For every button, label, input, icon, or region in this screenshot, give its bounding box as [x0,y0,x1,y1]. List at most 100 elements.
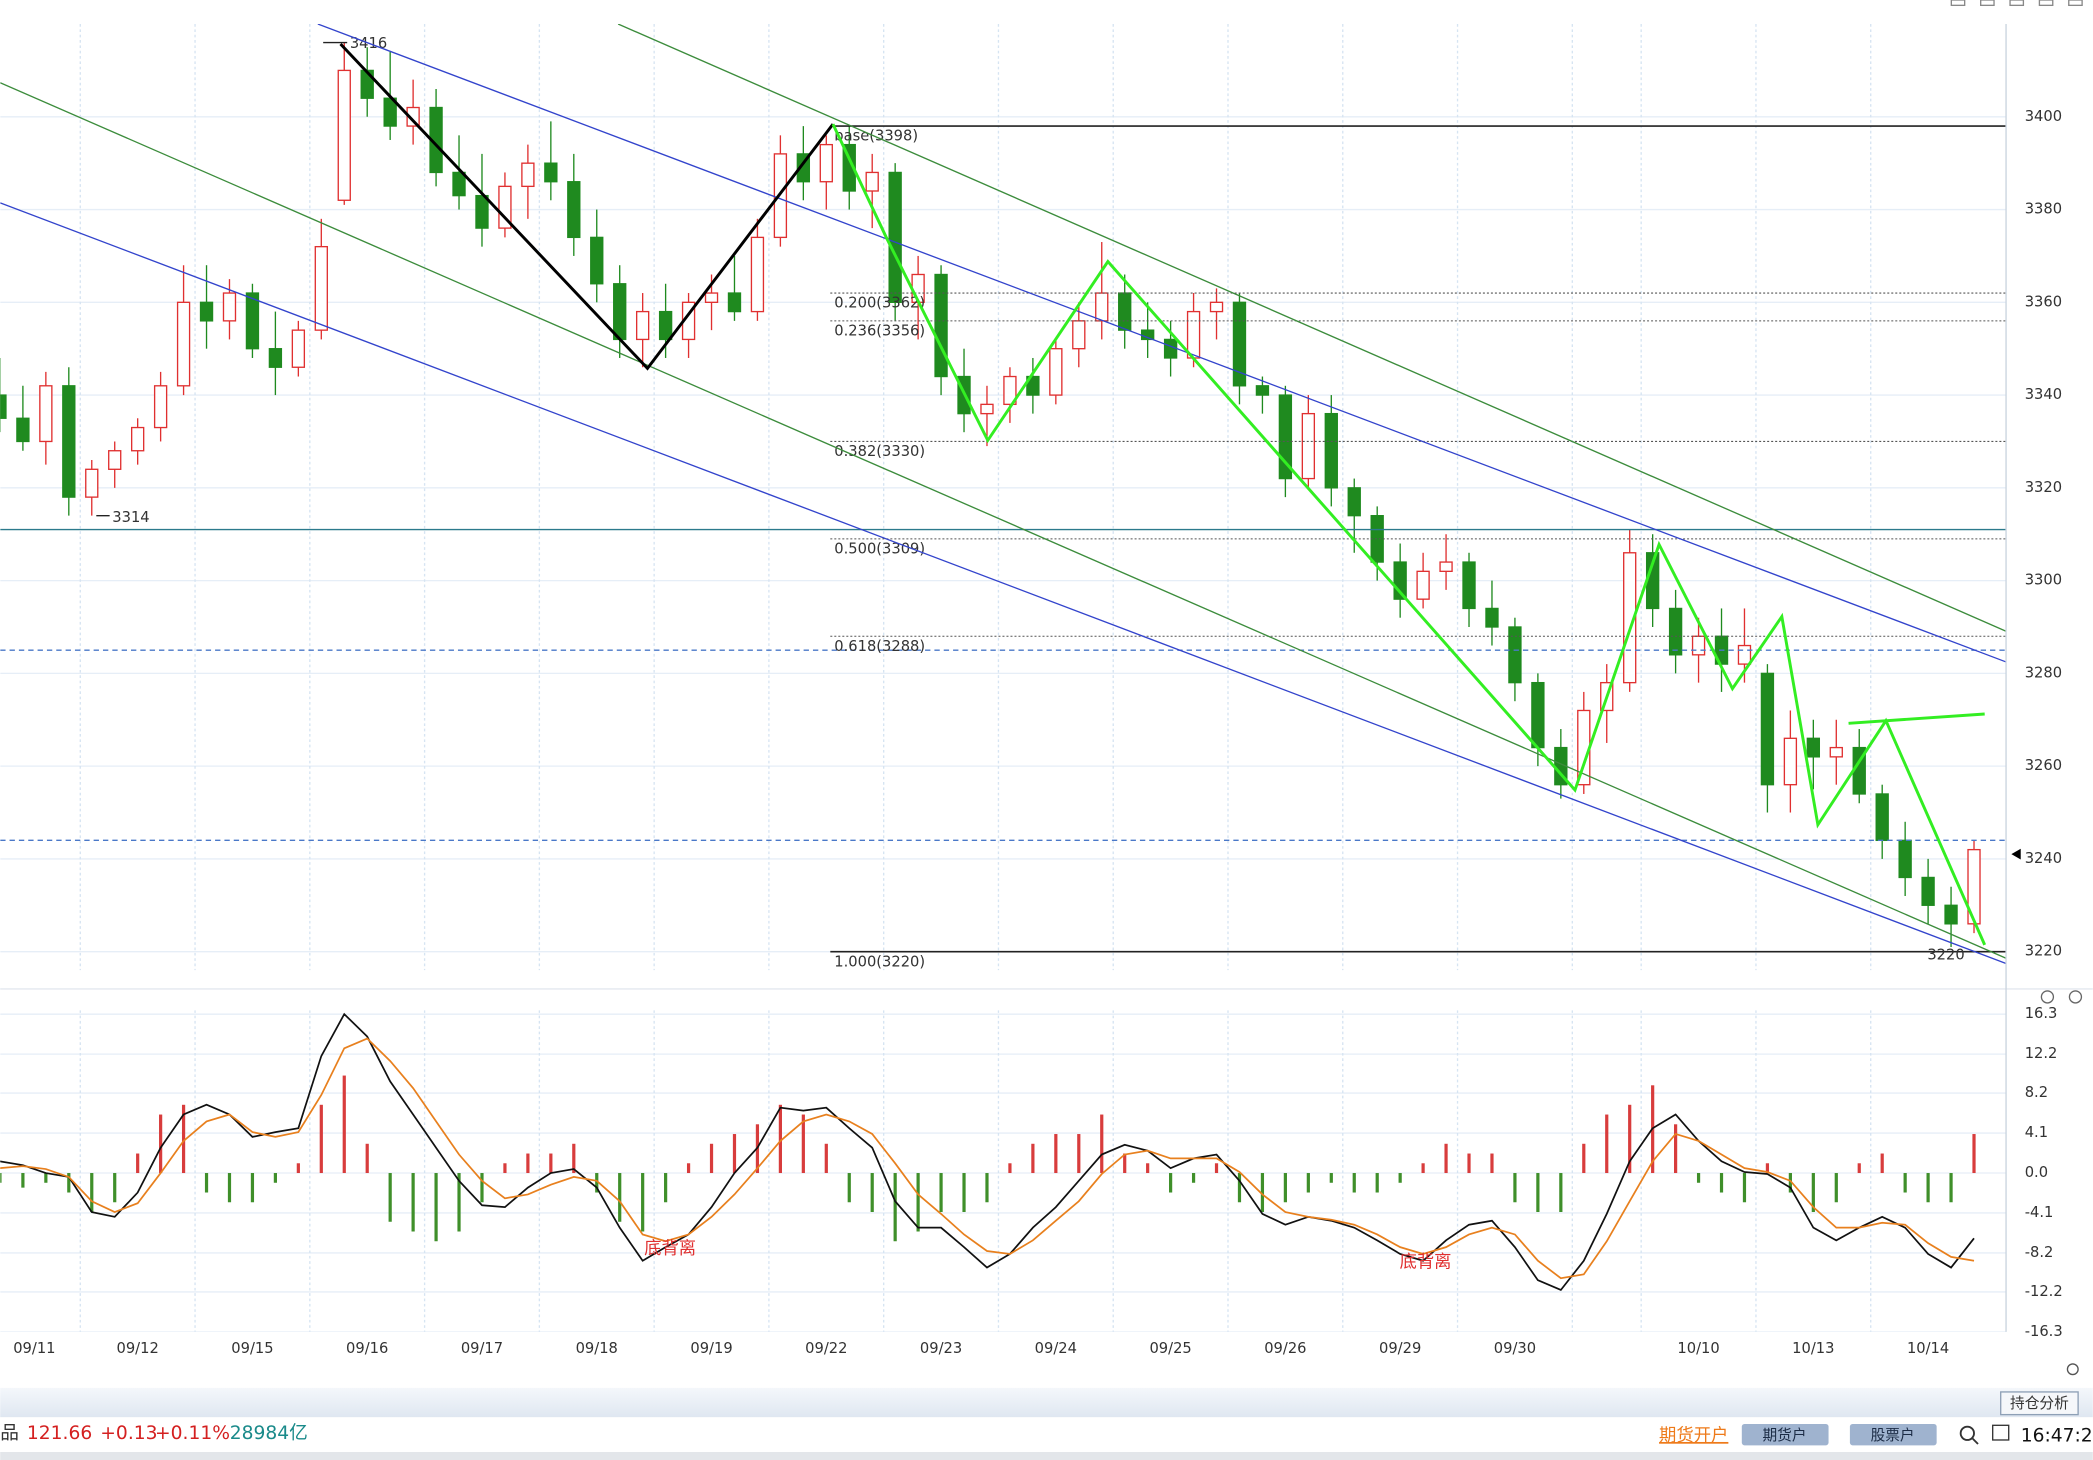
status-percent: +0.11% [155,1423,230,1444]
candle-body [727,292,742,313]
candle-body [521,162,535,188]
toolbar-icon[interactable] [2038,0,2054,7]
macd-bar [0,1173,2,1183]
x-tick-label: 09/15 [231,1340,273,1357]
macd-bar [549,1153,553,1174]
macd-bar [411,1173,415,1232]
macd-bar [1765,1163,1770,1174]
close-icon[interactable] [2040,990,2055,1004]
macd-bar [1834,1173,1838,1203]
y-tick-label: 3360 [2025,293,2062,310]
macd-bar [1008,1163,1012,1174]
status-link[interactable]: 期货开户 [1659,1426,1728,1446]
y-tick-label: 8.2 [2025,1084,2048,1101]
x-tick-label: 09/25 [1149,1340,1191,1357]
macd-bar [778,1104,782,1174]
macd-bar [1811,1173,1815,1213]
macd-bar [181,1104,186,1174]
macd-bar [1880,1153,1884,1174]
x-tick-label: 10/10 [1677,1340,1719,1357]
macd-bar [296,1163,300,1174]
macd-bar [526,1153,530,1174]
macd-bar [1742,1173,1747,1203]
account-button-label[interactable]: 股票户 [1871,1427,1915,1444]
panel-button-label[interactable]: 持仓分析 [2010,1395,2069,1412]
candle-body [567,181,581,239]
macd-bar [365,1143,369,1174]
macd-bar [641,1173,645,1232]
macd-bar [824,1143,828,1174]
location-icon[interactable] [2066,1363,2079,1376]
account-button-label[interactable]: 期货户 [1762,1427,1806,1444]
macd-bar [847,1173,851,1203]
status-name: 品 [0,1423,19,1444]
macd-bar [1696,1173,1701,1183]
panel-button[interactable] [2000,1391,2079,1416]
y-tick-label: 12.2 [2025,1045,2058,1062]
macd-bar [1077,1134,1081,1174]
macd-bar [709,1143,714,1174]
candle-body [1668,607,1683,656]
macd-bar [319,1104,323,1174]
macd-bar [1513,1173,1517,1203]
macd-bar [893,1173,897,1242]
macd-bar [1467,1153,1471,1174]
price-axis: 3220 3240 3260 3280 3300 3320 3340 3360 3380 3400 [2025,108,2062,960]
macd-bar [457,1173,461,1232]
x-tick-label: 09/23 [920,1340,962,1357]
macd-bar [1375,1173,1379,1193]
candle-body [1072,320,1086,350]
candle-body [62,385,76,498]
fib-label: 0.618(3288) [834,638,925,655]
candle-body [613,283,627,341]
candle-body [819,143,833,183]
toolbar-icon[interactable] [1980,0,1995,7]
x-tick-label: 09/22 [805,1340,847,1357]
indicator-line [0,1012,1975,1292]
candle-body [1508,626,1522,684]
toolbar-icon[interactable] [2009,0,2025,7]
search-icon[interactable] [1959,1425,1975,1441]
channel-line [0,202,2007,965]
macd-bar [1582,1143,1586,1174]
candle-body [1049,348,1063,396]
macd-bar [136,1153,140,1174]
account-button[interactable] [1849,1423,1937,1446]
macd-bar [1444,1143,1448,1174]
macd-bar [44,1173,48,1183]
macd-bar [939,1173,943,1213]
indicator-axis: 16.3 12.2 8.2 4.1 0.0 -4.1 -8.2 -12.2 -16.3 [2025,1005,2063,1340]
macd-bar [1306,1173,1310,1193]
x-tick-label: 09/12 [117,1340,159,1357]
calendar-icon[interactable] [1992,1424,2010,1441]
macd-bar [1169,1173,1173,1193]
macd-bar [1628,1104,1632,1174]
candle-body [1118,292,1132,331]
candle-body [1003,375,1017,406]
zigzag-line [831,123,1987,946]
indicator-annotation: 底背离 [644,1239,696,1259]
candle-body [658,310,673,341]
toolbar-icon[interactable] [1950,0,1966,7]
status-amount: 28984亿 [230,1423,308,1444]
settings-icon[interactable] [2068,990,2083,1004]
indicator-annotation: 底背离 [1400,1252,1452,1272]
macd-bar [686,1163,691,1174]
candle-body [406,106,420,127]
candle-body [1347,487,1361,517]
account-button[interactable] [1741,1423,1829,1446]
y-tick-label: -4.1 [2025,1204,2054,1221]
indicator-line [0,1037,1975,1280]
toolbar-icon[interactable] [2068,0,2083,7]
candle-body [544,162,558,183]
channel-line [617,24,2007,632]
candle-body [268,348,283,368]
macd-bar [1421,1163,1425,1174]
search-icon[interactable] [1972,1437,1979,1445]
channel-line [0,82,2007,959]
y-tick-label: -8.2 [2025,1244,2054,1261]
macd-bar [1857,1163,1861,1174]
candle-body [1209,301,1224,313]
y-tick-label: 0.0 [2025,1164,2048,1181]
